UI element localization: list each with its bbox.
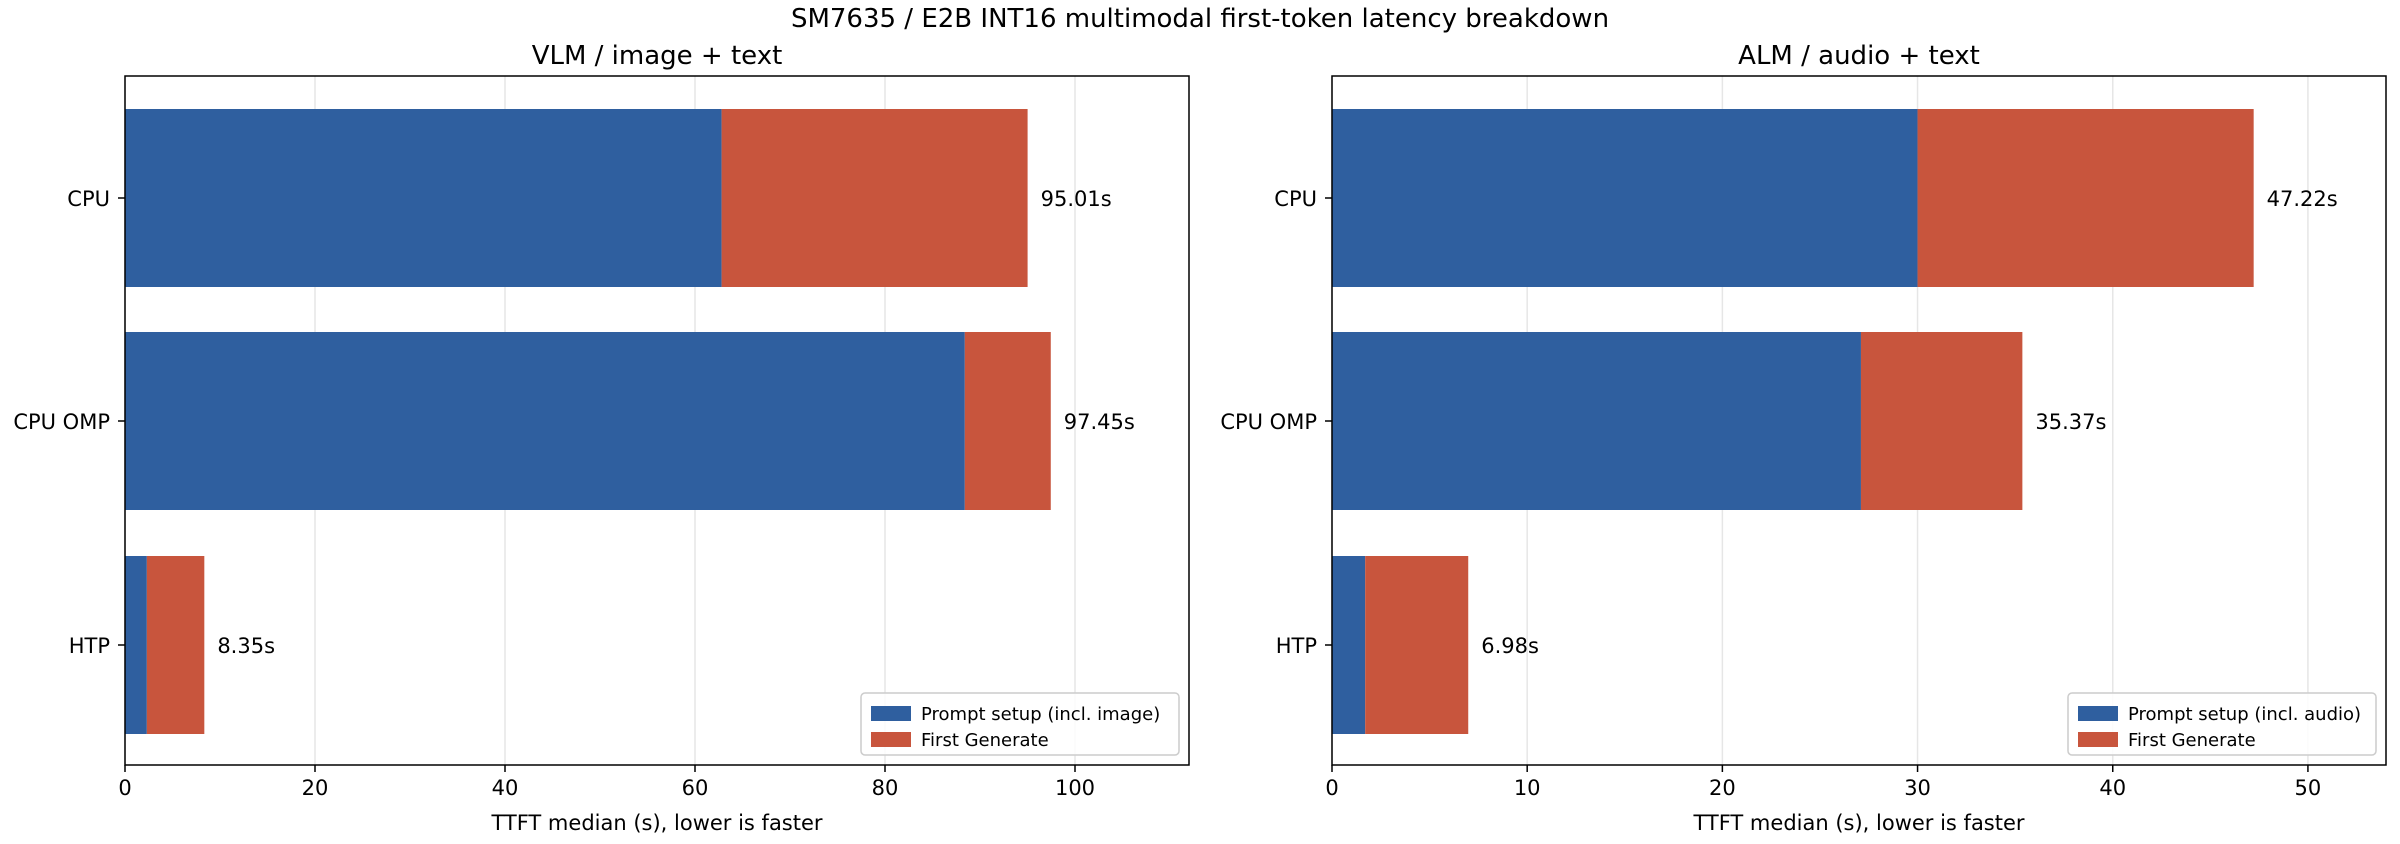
panel-1-axes-frame: [124, 75, 1190, 766]
panel-1-xtick-label-1: 20: [302, 776, 329, 800]
panel-1-bar-cpu-omp-series-1: [125, 332, 965, 510]
panel-2-legend-swatch-1: [2078, 706, 2118, 721]
panel-2-title: ALM / audio + text: [1738, 41, 1980, 71]
panel-2-axes-frame: [1331, 75, 2387, 766]
panel-2-bar-cpu-series-1: [1332, 109, 1918, 287]
panel-1-xlabel: TTFT median (s), lower is faster: [490, 811, 822, 835]
panel-2-category-label-3: HTP: [1276, 634, 1317, 658]
panel-2-legend-box: [2067, 692, 2377, 756]
panel-2-total-label-3: 6.98s: [1481, 634, 1539, 658]
panel-1-xtick-label-4: 80: [872, 776, 899, 800]
panel-1-legend-label-2: First Generate: [921, 730, 1049, 751]
panel-1-category-label-1: CPU: [67, 187, 110, 211]
figure-title: SM7635 / E2B INT16 multimodal first-toke…: [791, 4, 1609, 34]
panel-2-bar-cpu-omp-series-1: [1332, 332, 1861, 510]
panel-1-bar-cpu-series-2: [721, 109, 1028, 287]
panel-1-legend-label-1: Prompt setup (incl. image): [921, 704, 1160, 725]
panel-2-total-label-2: 35.37s: [2035, 410, 2106, 434]
panel-2-xtick-label-3: 30: [1904, 776, 1931, 800]
panel-1-legend-box: [860, 692, 1180, 756]
panel-2-category-label-1: CPU: [1274, 187, 1317, 211]
panel-1-xtick-label-5: 100: [1055, 776, 1095, 800]
panel-1-bar-cpu-series-1: [125, 109, 722, 287]
panel-1-legend-swatch-2: [871, 732, 911, 747]
panel-2-xtick-label-2: 20: [1709, 776, 1736, 800]
panel-2-xlabel: TTFT median (s), lower is faster: [1692, 811, 2024, 835]
panel-1-total-label-3: 8.35s: [217, 634, 275, 658]
panel-2-legend-swatch-2: [2078, 732, 2118, 747]
panel-2-bar-htp-series-1: [1332, 556, 1366, 734]
panel-1-category-label-2: CPU OMP: [13, 410, 110, 434]
panel-1-legend-swatch-1: [871, 706, 911, 721]
panel-1-total-label-1: 95.01s: [1041, 187, 1112, 211]
panel-1-xtick-label-0: 0: [118, 776, 131, 800]
panel-2-bar-cpu-series-2: [1917, 109, 2254, 287]
panel-2-bar-htp-series-2: [1365, 556, 1469, 734]
panel-2-legend-label-2: First Generate: [2128, 730, 2256, 751]
panel-1-title: VLM / image + text: [532, 41, 783, 71]
panel-2-xtick-label-4: 40: [2099, 776, 2126, 800]
panel-2-total-label-1: 47.22s: [2267, 187, 2338, 211]
panel-2-xtick-label-5: 50: [2295, 776, 2322, 800]
panel-1-bar-htp-series-2: [146, 556, 205, 734]
panel-2-category-label-2: CPU OMP: [1220, 410, 1317, 434]
panel-1-bar-htp-series-1: [125, 556, 147, 734]
panel-1-total-label-2: 97.45s: [1064, 410, 1135, 434]
panel-1-xtick-label-3: 60: [682, 776, 709, 800]
panel-1-xtick-label-2: 40: [492, 776, 519, 800]
panel-1-bar-cpu-omp-series-2: [964, 332, 1051, 510]
panel-1-category-label-3: HTP: [69, 634, 110, 658]
panel-2-xtick-label-1: 10: [1514, 776, 1541, 800]
panel-2-legend-label-1: Prompt setup (incl. audio): [2128, 704, 2361, 725]
panel-2-xtick-label-0: 0: [1325, 776, 1338, 800]
panel-2-bar-cpu-omp-series-2: [1860, 332, 2023, 510]
